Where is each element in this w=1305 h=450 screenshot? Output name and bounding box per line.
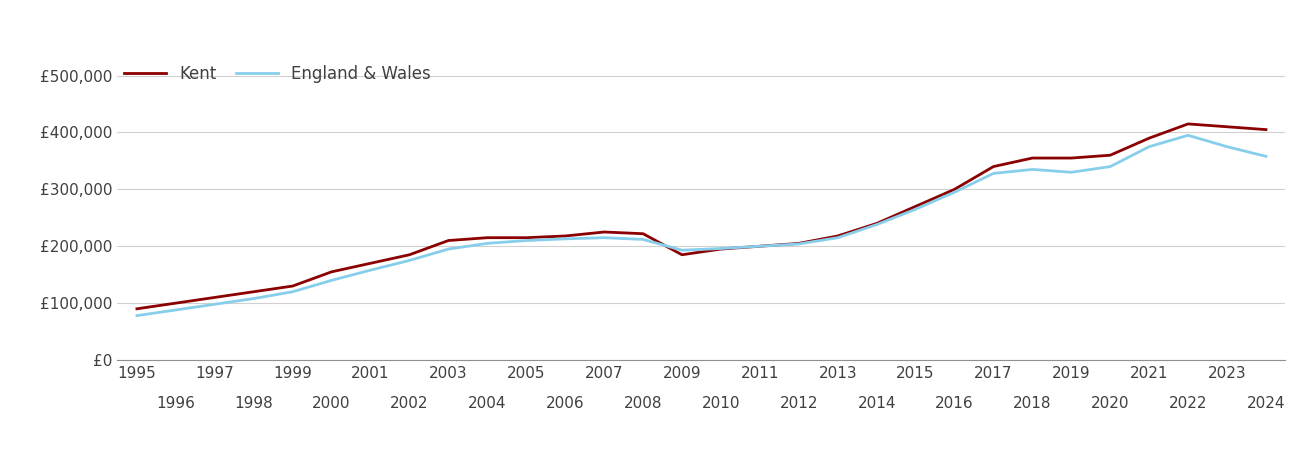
- Kent: [1103, 153, 1118, 158]
- Kent: [245, 289, 261, 294]
- England & Wales: [713, 246, 728, 251]
- Kent: [1064, 155, 1079, 161]
- England & Wales: [363, 267, 378, 273]
- England & Wales: [830, 235, 846, 240]
- Kent: [518, 235, 534, 240]
- Line: Kent: Kent: [137, 124, 1266, 309]
- Line: England & Wales: England & Wales: [137, 135, 1266, 315]
- England & Wales: [245, 296, 261, 301]
- Kent: [557, 233, 573, 238]
- England & Wales: [1103, 164, 1118, 169]
- England & Wales: [636, 237, 651, 242]
- Kent: [1180, 121, 1195, 126]
- Kent: [713, 246, 728, 252]
- Kent: [363, 261, 378, 266]
- Kent: [596, 230, 612, 235]
- England & Wales: [479, 241, 495, 246]
- Kent: [636, 231, 651, 236]
- England & Wales: [402, 258, 418, 263]
- England & Wales: [908, 207, 924, 212]
- England & Wales: [518, 238, 534, 243]
- Kent: [908, 204, 924, 209]
- England & Wales: [1024, 167, 1040, 172]
- England & Wales: [1064, 170, 1079, 175]
- England & Wales: [441, 246, 457, 252]
- Kent: [129, 306, 145, 311]
- Kent: [207, 295, 223, 300]
- England & Wales: [946, 189, 962, 195]
- Kent: [791, 241, 806, 246]
- England & Wales: [557, 236, 573, 242]
- Kent: [675, 252, 690, 257]
- Kent: [1258, 127, 1274, 132]
- Kent: [830, 233, 846, 238]
- Kent: [1219, 124, 1235, 130]
- Kent: [869, 221, 885, 226]
- Kent: [324, 269, 339, 274]
- England & Wales: [324, 278, 339, 283]
- England & Wales: [207, 302, 223, 307]
- England & Wales: [1142, 144, 1158, 149]
- Kent: [168, 301, 184, 306]
- Kent: [441, 238, 457, 243]
- England & Wales: [284, 289, 300, 294]
- England & Wales: [1219, 144, 1235, 149]
- Legend: Kent, England & Wales: Kent, England & Wales: [117, 58, 437, 90]
- Kent: [479, 235, 495, 240]
- England & Wales: [752, 243, 767, 249]
- England & Wales: [985, 171, 1001, 176]
- Kent: [402, 252, 418, 257]
- Kent: [284, 284, 300, 289]
- England & Wales: [168, 307, 184, 313]
- England & Wales: [869, 222, 885, 227]
- England & Wales: [596, 235, 612, 240]
- England & Wales: [129, 313, 145, 318]
- Kent: [946, 187, 962, 192]
- England & Wales: [1258, 153, 1274, 159]
- Kent: [752, 243, 767, 249]
- England & Wales: [675, 248, 690, 253]
- England & Wales: [1180, 133, 1195, 138]
- Kent: [985, 164, 1001, 169]
- England & Wales: [791, 241, 806, 247]
- Kent: [1024, 155, 1040, 161]
- Kent: [1142, 135, 1158, 141]
